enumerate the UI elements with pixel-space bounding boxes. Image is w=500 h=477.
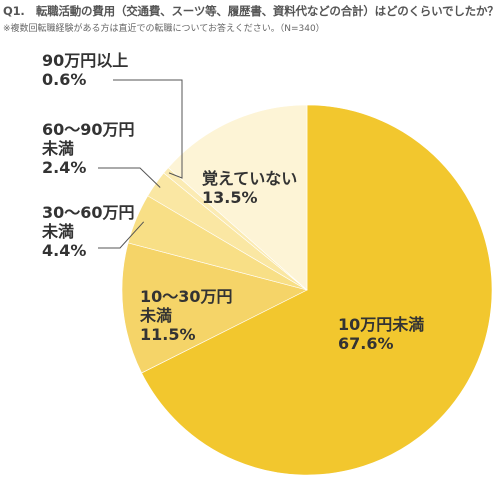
slice-category-label: 10万円未満 <box>338 315 424 334</box>
slice-value-label: 13.5% <box>202 188 258 207</box>
slice-category-label: 90万円以上 <box>42 51 128 70</box>
pie-slice-2 <box>121 242 308 374</box>
slice-label-4: 60～90万円未満 2.4% <box>41 120 135 177</box>
slice-category-label: 10～30万円 <box>140 287 233 306</box>
slice-label-5: 90万円以上 0.6% <box>42 51 128 89</box>
leader-line-5 <box>113 79 183 179</box>
question-note: ※複数回転職経験がある方は直近での転職についてお答えください。（N=340） <box>3 24 325 34</box>
slice-category-label: 未満 <box>41 139 74 158</box>
slice-label-2: 10～30万円未満 11.5% <box>139 287 233 344</box>
slice-value-label: 4.4% <box>42 241 86 260</box>
slice-category-label: 未満 <box>41 222 74 241</box>
pie-slice-1 <box>141 104 493 476</box>
leader-line-4 <box>98 167 161 188</box>
slice-value-label: 67.6% <box>338 334 394 353</box>
slice-value-label: 0.6% <box>42 70 86 89</box>
slice-category-label: 60～90万円 <box>42 120 135 139</box>
slice-value-label: 2.4% <box>42 158 86 177</box>
slice-label-3: 30～60万円未満 4.4% <box>41 203 135 260</box>
slice-label-1: 10万円未満 67.6% <box>338 315 424 353</box>
slice-category-label: 覚えていない <box>202 169 297 188</box>
slice-category-label: 未満 <box>139 306 172 325</box>
question-title: Q1. 転職活動の費用（交通費、スーツ等、履歴書、資料代などの合計）はどのくらい… <box>3 4 499 18</box>
slice-category-label: 30～60万円 <box>42 203 135 222</box>
pie-slice-6 <box>167 104 308 291</box>
slice-label-6: 覚えていない 13.5% <box>202 169 297 207</box>
slice-value-label: 11.5% <box>140 325 196 344</box>
leader-line-3 <box>98 221 145 249</box>
